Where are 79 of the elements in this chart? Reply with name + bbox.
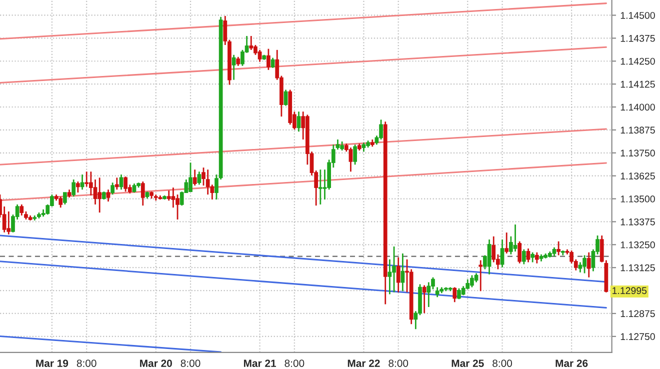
candlestick bbox=[500, 238, 504, 268]
candlestick bbox=[504, 232, 509, 254]
x-tick-label: 8:00 bbox=[388, 360, 408, 367]
y-tick-label: 1.13875 bbox=[620, 126, 655, 134]
candlestick bbox=[578, 262, 582, 274]
candlestick bbox=[284, 89, 288, 106]
candlestick bbox=[457, 288, 461, 300]
candlestick bbox=[379, 118, 383, 140]
x-tick-label: Mar 21 bbox=[244, 360, 276, 367]
annotation: 1.12995 bbox=[612, 287, 647, 294]
candlestick bbox=[318, 168, 322, 206]
candlestick bbox=[98, 176, 102, 214]
x-tick-label: Mar 19 bbox=[36, 360, 68, 367]
candlestick bbox=[392, 246, 396, 293]
y-tick-label: 1.12750 bbox=[620, 333, 655, 340]
x-tick-label: Mar 25 bbox=[452, 360, 484, 367]
candlestick bbox=[353, 144, 357, 166]
candlestick bbox=[522, 248, 526, 265]
candlestick bbox=[534, 252, 539, 264]
candlestick bbox=[76, 180, 80, 194]
y-tick-label: 1.13375 bbox=[620, 218, 655, 226]
candlestick bbox=[93, 178, 98, 206]
candlestick bbox=[232, 54, 236, 81]
candlestick bbox=[206, 168, 210, 196]
candlestick bbox=[513, 224, 518, 252]
candlestick bbox=[348, 146, 353, 172]
candlestick bbox=[426, 282, 431, 308]
candlestick bbox=[119, 174, 124, 190]
candlestick bbox=[197, 170, 202, 186]
candlestick bbox=[20, 204, 24, 216]
candlestick bbox=[110, 182, 115, 196]
candlestick bbox=[171, 186, 176, 208]
candlestick bbox=[188, 162, 192, 192]
y-tick-label: 1.13750 bbox=[620, 150, 655, 157]
x-tick-label: Mar 26 bbox=[556, 360, 588, 367]
y-tick-label: 1.13625 bbox=[620, 172, 655, 180]
x-tick-label: Mar 20 bbox=[140, 360, 172, 367]
candlestick bbox=[396, 256, 400, 293]
candlestick bbox=[296, 110, 301, 132]
candlestick bbox=[114, 176, 119, 190]
y-tick-label: 1.14000 bbox=[620, 104, 655, 111]
candlestick bbox=[435, 286, 440, 298]
candlestick bbox=[388, 258, 392, 295]
y-tick-label: 1.13500 bbox=[620, 196, 655, 202]
candlestick bbox=[80, 174, 84, 190]
candlestick bbox=[106, 188, 110, 202]
x-tick-label: 8:00 bbox=[76, 360, 96, 367]
candlestick bbox=[58, 196, 63, 208]
candlestick bbox=[586, 252, 591, 278]
y-tick-label: 1.14125 bbox=[620, 80, 655, 88]
candlestick bbox=[518, 240, 522, 264]
y-tick-label: 1.13125 bbox=[620, 264, 655, 272]
candlestick bbox=[530, 252, 535, 263]
candlestick bbox=[6, 210, 11, 236]
candlestick bbox=[526, 248, 530, 263]
candlestick bbox=[72, 178, 76, 198]
candlestick bbox=[63, 192, 67, 206]
y-tick-label: 1.14500 bbox=[620, 12, 655, 19]
candlestick bbox=[266, 48, 270, 71]
candlestick bbox=[556, 240, 560, 256]
y-tick-label: 1.14375 bbox=[620, 34, 655, 42]
candlestick bbox=[452, 286, 457, 303]
candlestick bbox=[140, 180, 145, 206]
candlestick bbox=[422, 284, 426, 314]
candlestick bbox=[84, 170, 89, 188]
y-tick-label: 1.12875 bbox=[620, 310, 655, 318]
y-tick-label: 1.13250 bbox=[620, 241, 655, 248]
candlestick bbox=[249, 35, 254, 51]
x-tick-label: 8:00 bbox=[284, 360, 304, 367]
y-tick-label: 1.14250 bbox=[620, 58, 655, 65]
candlestick bbox=[582, 254, 586, 274]
x-tick-label: 8:00 bbox=[492, 360, 512, 367]
candlestick bbox=[258, 49, 262, 63]
candlestick bbox=[192, 168, 197, 186]
candlestick bbox=[124, 176, 128, 192]
candlestick bbox=[487, 238, 492, 276]
candlestick bbox=[166, 190, 171, 202]
x-tick-label: 8:00 bbox=[180, 360, 200, 367]
x-tick-label: Mar 22 bbox=[348, 360, 380, 367]
